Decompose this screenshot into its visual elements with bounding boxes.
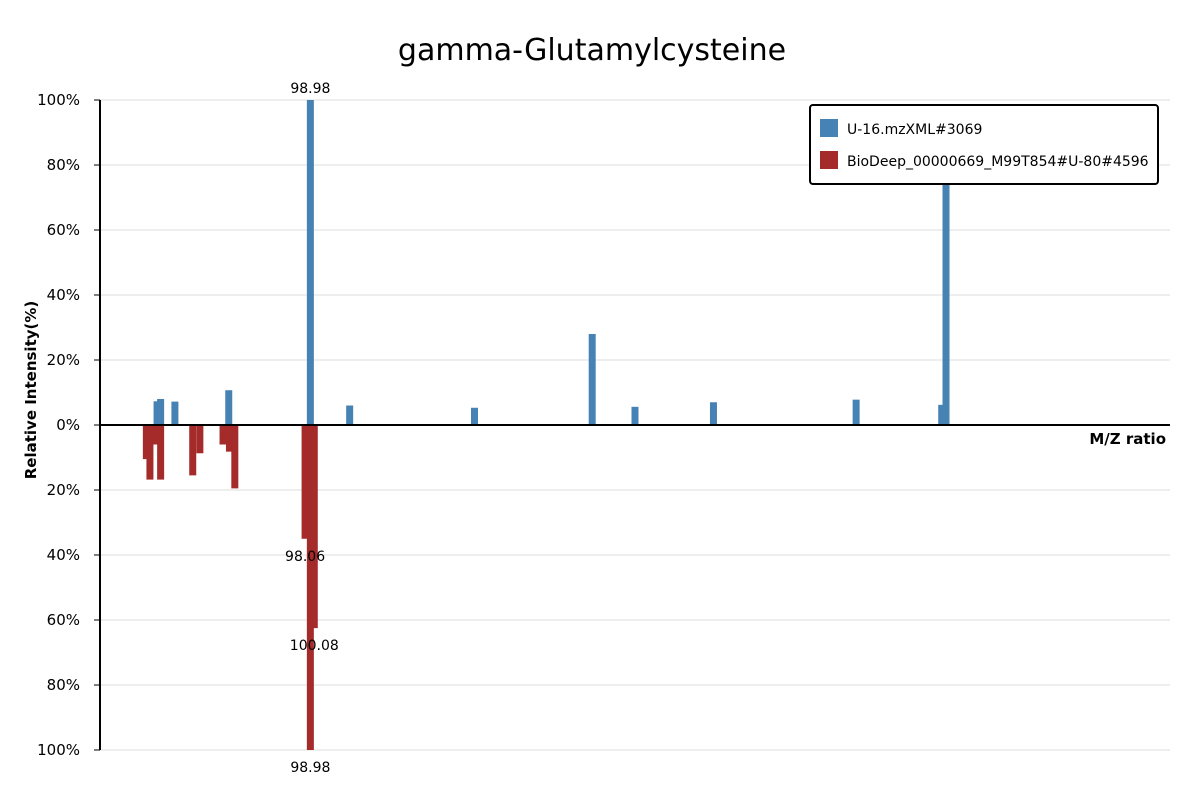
upper-peak-bar — [346, 405, 354, 425]
upper-peak-bar — [852, 399, 860, 425]
upper-peak-bar — [157, 399, 165, 425]
upper-peak-bar — [306, 100, 314, 425]
lower-peak-bar — [231, 425, 239, 489]
lower-peak-bar — [142, 425, 150, 460]
upper-peak-bar — [225, 390, 233, 425]
upper-peak-bar — [942, 174, 950, 425]
y-tick-label: 60% — [47, 221, 80, 239]
peak-label: 98.98 — [290, 81, 330, 97]
lower-peak-bar — [146, 425, 154, 480]
peak-labels: 98.98 98.06 98.98 100.08 — [285, 81, 339, 776]
chart-title: gamma-Glutamylcysteine — [398, 33, 786, 68]
upper-peak-bar — [709, 402, 717, 425]
legend-label-upper: U-16.mzXML#3069 — [847, 122, 982, 138]
lower-peak-bar — [189, 425, 197, 476]
y-tick-label: 60% — [47, 611, 80, 629]
upper-peak-bar — [588, 334, 596, 425]
peak-label: 98.98 — [290, 760, 330, 776]
lower-peak-bar — [219, 425, 227, 445]
lower-peak-bar — [301, 425, 309, 539]
y-axis-label: Relative Intensity(%) — [22, 301, 40, 480]
peak-label: 98.06 — [285, 549, 325, 565]
y-tick-label: 40% — [47, 286, 80, 304]
upper-peak-bar — [631, 406, 639, 425]
y-tick-label: 100% — [37, 741, 80, 759]
y-tick-label: 80% — [47, 676, 80, 694]
legend: U-16.mzXML#3069 BioDeep_00000669_M99T854… — [809, 104, 1159, 185]
legend-swatch-lower — [820, 151, 838, 169]
legend-box — [809, 104, 1159, 185]
y-tick-label: 0% — [56, 416, 80, 434]
upper-peak-bar — [471, 407, 478, 425]
lower-peak-bar — [152, 425, 160, 445]
lower-peak-bar — [157, 425, 165, 480]
lower-peak-bar — [306, 425, 314, 750]
y-tick-labels: 100% 80% 60% 40% 20% 0% 20% 40% 60% 80% 100% — [37, 91, 80, 759]
axes — [99, 100, 1170, 750]
upper-peak-bar — [153, 401, 161, 425]
y-tick-label: 100% — [37, 91, 80, 109]
upper-peak-bar — [938, 404, 946, 425]
lower-peak-bar — [196, 425, 204, 454]
x-axis-label: M/Z ratio — [1089, 430, 1166, 448]
y-tick-label: 40% — [47, 546, 80, 564]
lower-peak-bar — [225, 425, 233, 452]
y-tick-label: 20% — [47, 351, 80, 369]
peak-bars — [142, 100, 950, 750]
peak-label: 100.08 — [290, 638, 339, 654]
legend-label-lower: BioDeep_00000669_M99T854#U-80#4596 — [847, 154, 1149, 170]
y-tick-label: 80% — [47, 156, 80, 174]
y-tick-label: 20% — [47, 481, 80, 499]
lower-peak-bar — [310, 425, 318, 629]
legend-swatch-upper — [820, 119, 838, 137]
upper-peak-bar — [171, 401, 179, 425]
